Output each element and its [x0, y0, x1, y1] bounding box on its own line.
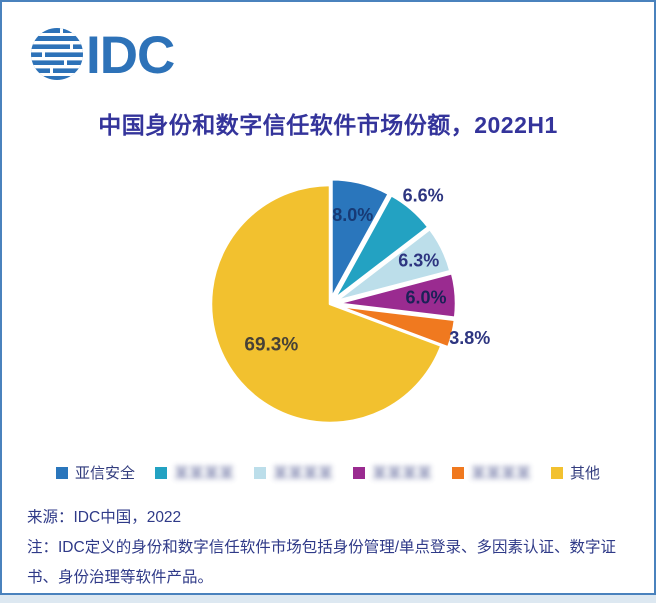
- legend-label: 某某某某: [272, 465, 333, 482]
- pie-slice-2: [334, 227, 452, 303]
- pie-slice-0: [330, 177, 391, 300]
- pie-label-4: 3.8%: [449, 328, 490, 348]
- source-text: 来源：IDC中国，2022: [27, 509, 182, 526]
- pie-label-3: 6.0%: [406, 287, 447, 307]
- legend-item-0: 亚信安全: [55, 462, 135, 483]
- pie-label-2: 6.3%: [398, 251, 439, 271]
- pie-slice-5: [209, 183, 443, 425]
- pie-slice-4: [335, 304, 457, 349]
- legend-swatch-icon: [452, 466, 465, 479]
- legend-swatch-icon: [154, 466, 167, 479]
- pie-label-5: 69.3%: [244, 335, 298, 356]
- chart-title: 中国身份和数字信任软件市场份额，2022H1: [98, 112, 558, 138]
- idc-globe-icon: [31, 28, 83, 80]
- legend-item-1: 某某某某: [154, 462, 234, 483]
- pie-chart-svg: 8.0% 6.6% 6.3% 6.0% 3.8% 69.3%: [209, 177, 490, 425]
- pie-label-1: 6.6%: [403, 186, 444, 206]
- legend-label: 某某某某: [372, 465, 433, 482]
- pie-chart: 8.0% 6.6% 6.3% 6.0% 3.8% 69.3%: [2, 157, 654, 457]
- legend-label: 某某某某: [471, 465, 532, 482]
- pie-slice-1: [332, 193, 430, 301]
- chart-legend: 亚信安全 某某某某 某某某某 某某某某 某某某某 其他: [2, 462, 654, 483]
- pie-slice-3: [335, 271, 458, 319]
- idc-logo: IDC: [31, 26, 175, 84]
- legend-swatch-icon: [551, 466, 564, 479]
- legend-item-2: 某某某某: [253, 462, 333, 483]
- legend-swatch-icon: [253, 466, 266, 479]
- note-text: 注：IDC定义的身份和数字信任软件市场包括身份管理/单点登录、多因素认证、数字证…: [27, 539, 617, 586]
- legend-item-3: 某某某某: [353, 462, 432, 483]
- legend-label: 某某某某: [173, 465, 234, 482]
- legend-label: 亚信安全: [74, 465, 135, 482]
- legend-item-4: 某某某某: [452, 462, 531, 483]
- pie-label-0: 8.0%: [332, 205, 373, 225]
- idc-logo-text: IDC: [86, 26, 174, 84]
- legend-item-5: 其他: [551, 462, 600, 483]
- legend-swatch-icon: [353, 466, 365, 479]
- legend-label: 其他: [570, 465, 601, 482]
- legend-swatch-icon: [55, 466, 68, 479]
